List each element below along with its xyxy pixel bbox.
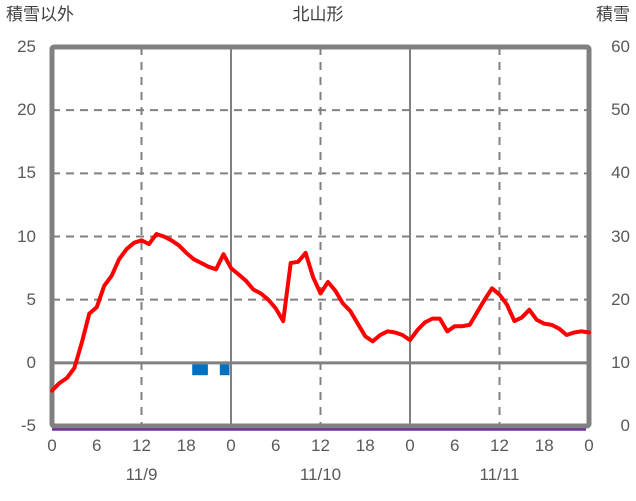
hour-tick-label: 0: [405, 436, 415, 455]
left-axis-tick-label: 10: [17, 226, 36, 246]
hour-tick-label: 6: [271, 436, 281, 455]
hour-tick-label: 12: [490, 436, 509, 455]
right-axis-tick-label: 40: [611, 163, 630, 183]
precip-bar: [192, 364, 208, 376]
date-tick-label: 11/11: [479, 465, 520, 484]
hour-tick-label: 0: [226, 436, 236, 455]
right-axis-tick-label: 20: [611, 289, 630, 309]
right-axis-tick-label: 60: [611, 37, 630, 56]
hour-tick-label: 18: [355, 436, 375, 455]
left-axis-tick-label: -5: [20, 416, 36, 435]
right-axis-tick-label: 10: [611, 352, 630, 372]
hour-tick-label: 6: [92, 436, 102, 455]
left-axis-title: 積雪以外: [6, 5, 74, 24]
hour-tick-label: 6: [450, 436, 460, 455]
right-axis-tick-label: 50: [611, 100, 630, 120]
right-axis-tick-label: 30: [611, 226, 630, 246]
precip-bar: [219, 364, 230, 376]
left-axis-tick-label: 5: [26, 289, 36, 309]
hour-tick-label: 12: [311, 436, 330, 455]
left-axis-tick-label: 20: [17, 100, 36, 120]
date-tick-label: 11/9: [125, 465, 158, 484]
left-axis-tick-label: 25: [17, 37, 36, 56]
left-axis-tick-label: 15: [17, 163, 36, 183]
right-axis-title: 積雪: [596, 5, 630, 24]
right-axis-tick-label: 0: [620, 416, 630, 435]
hour-tick-label: 18: [176, 436, 196, 455]
hour-tick-label: 0: [47, 436, 57, 455]
red-series-line: [50, 232, 591, 393]
date-tick-label: 11/10: [299, 465, 342, 484]
chart-title: 北山形: [292, 5, 344, 24]
hour-tick-label: 0: [584, 436, 594, 455]
hour-tick-label: 12: [132, 436, 151, 455]
left-axis-tick-label: 0: [26, 352, 36, 372]
hour-tick-label: 18: [534, 436, 554, 455]
plot-border: [49, 44, 592, 429]
